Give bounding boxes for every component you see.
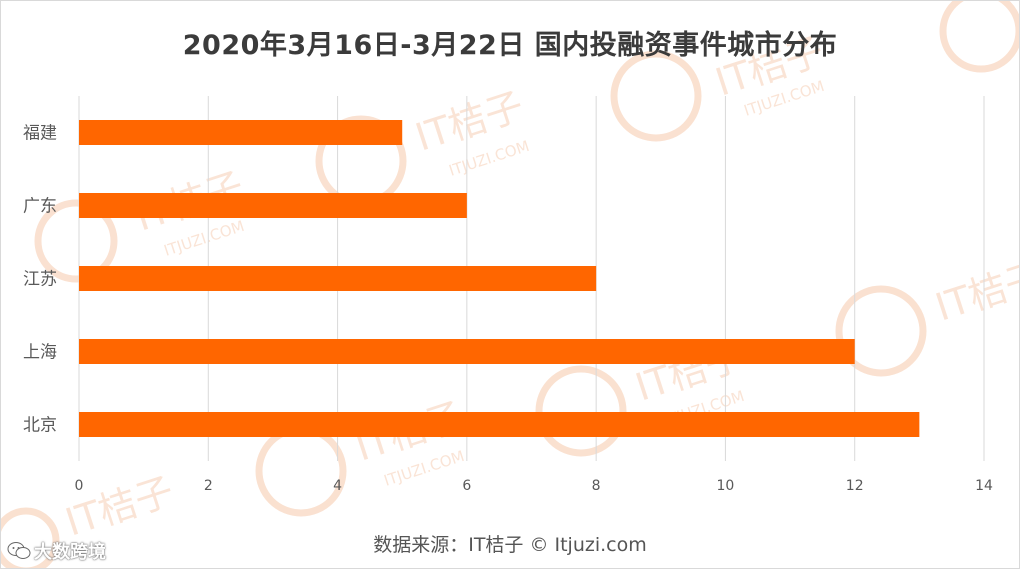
x-tick-label: 0 bbox=[75, 478, 84, 494]
corner-watermark-label: 大数跨境 bbox=[34, 542, 106, 563]
y-category-label: 广东 bbox=[23, 197, 57, 217]
bar-2 bbox=[79, 339, 855, 364]
corner-watermark: 大数跨境 bbox=[7, 538, 106, 564]
bars bbox=[79, 120, 920, 437]
x-tick-label: 12 bbox=[846, 478, 864, 494]
chart-title: 2020年3月16日-3月22日 国内投融资事件城市分布 bbox=[182, 30, 838, 61]
x-tick-label: 2 bbox=[204, 478, 213, 494]
bar-1 bbox=[79, 412, 920, 437]
source-note: 数据来源：IT桔子 © Itjuzi.com bbox=[373, 534, 647, 556]
x-tick-label: 8 bbox=[592, 478, 601, 494]
y-axis-categories: 北京 上海 江苏 广东 福建 bbox=[23, 124, 57, 436]
x-axis-ticks: 0 2 4 6 8 10 12 14 bbox=[75, 478, 993, 494]
y-category-label: 江苏 bbox=[23, 270, 57, 290]
watermark-brand: IT桔子 bbox=[930, 254, 1019, 330]
x-tick-label: 14 bbox=[975, 478, 993, 494]
x-tick-label: 10 bbox=[717, 478, 735, 494]
x-tick-label: 4 bbox=[333, 478, 342, 494]
y-category-label: 福建 bbox=[23, 124, 57, 144]
bar-4 bbox=[79, 193, 467, 218]
bar-3 bbox=[79, 266, 597, 291]
bar-5 bbox=[79, 120, 403, 145]
y-category-label: 上海 bbox=[23, 343, 57, 363]
wechat-icon bbox=[7, 542, 31, 559]
x-tick-label: 6 bbox=[462, 478, 471, 494]
y-category-label: 北京 bbox=[23, 416, 57, 436]
